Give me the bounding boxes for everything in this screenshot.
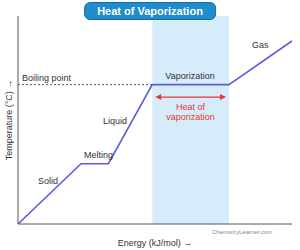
html-text:Heat of Vaporization: Heat of Vaporization — [97, 5, 203, 17]
svg-text:Energy (kJ/mol) →: Energy (kJ/mol) → — [118, 238, 193, 248]
html-text:Gas: Gas — [252, 40, 269, 50]
html-text:Melting: Melting — [84, 150, 113, 160]
html-text:Liquid: Liquid — [103, 116, 127, 126]
svg-text:Temperature (°C) →: Temperature (°C) → — [8, 80, 14, 161]
html-text:ChemistryLearner.com: ChemistryLearner.com — [212, 229, 273, 235]
html-text:Vaporization: Vaporization — [165, 71, 215, 81]
html-text:Solid: Solid — [38, 176, 58, 186]
svg-text:Boiling point: Boiling point — [22, 73, 72, 83]
svg-text:Heat ofvaporization: Heat ofvaporization — [166, 102, 215, 122]
